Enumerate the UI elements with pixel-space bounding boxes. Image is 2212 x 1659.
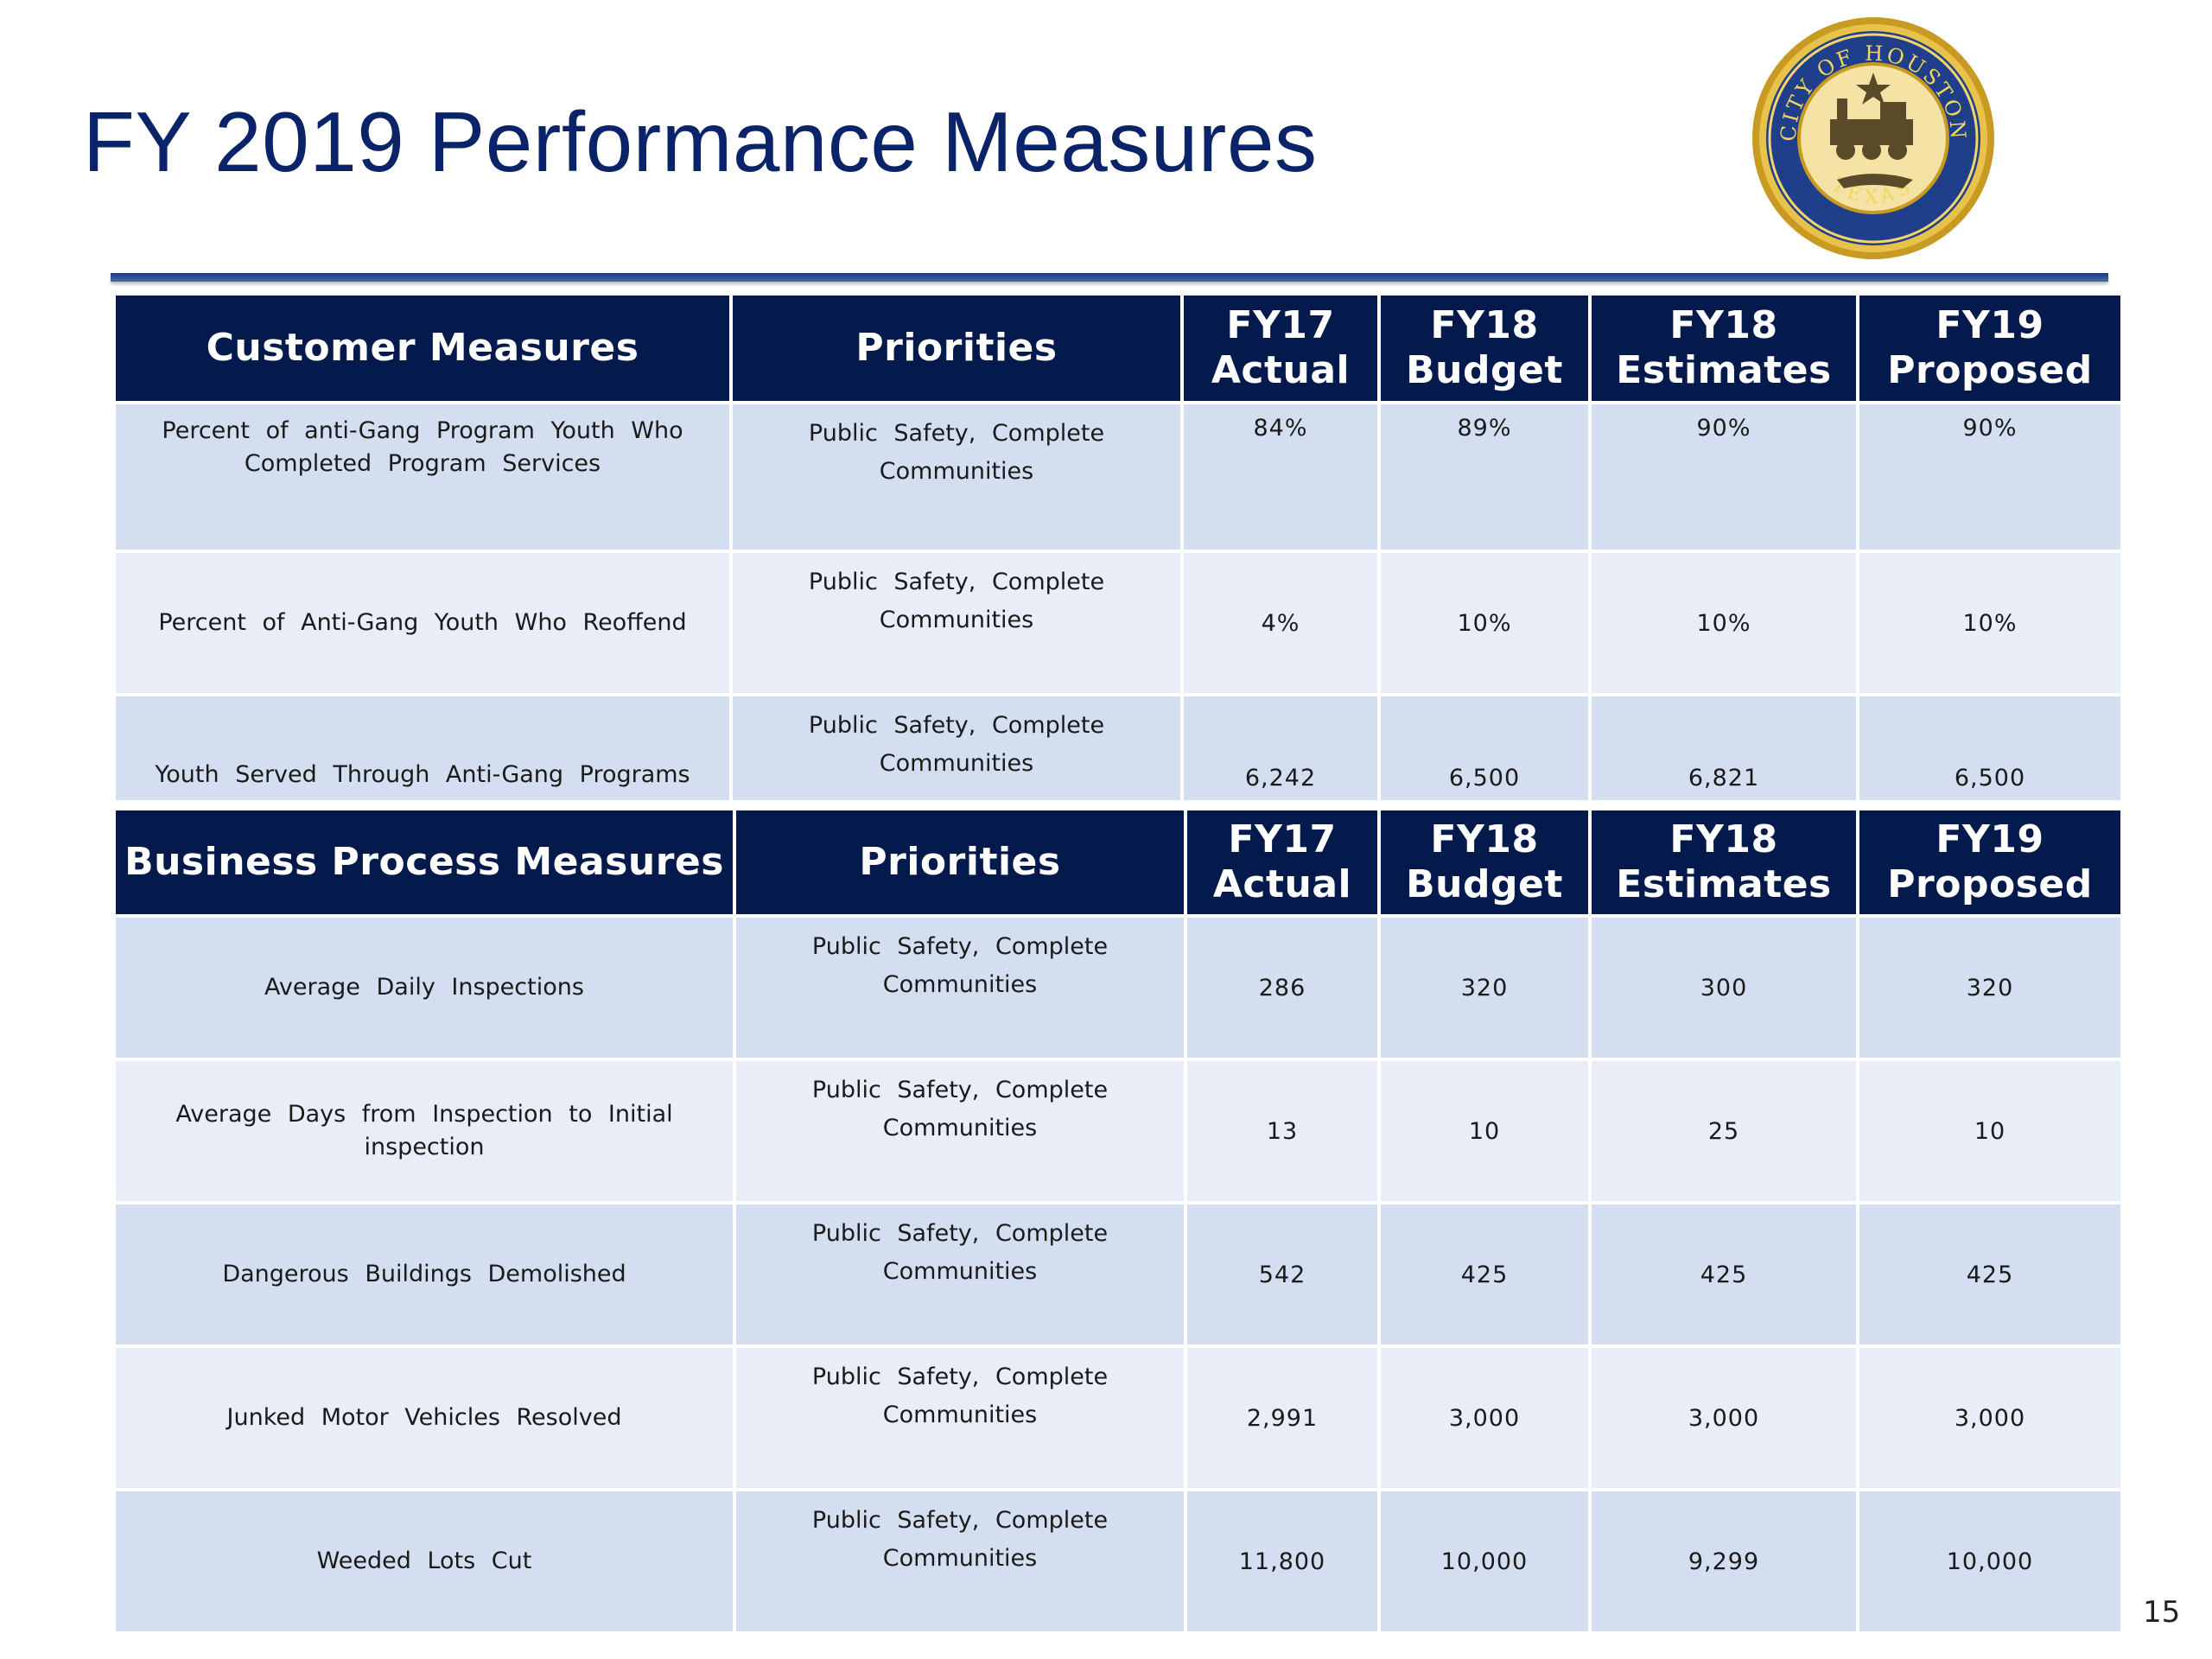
fy17-actual-cell: 13	[1184, 1058, 1381, 1205]
priorities-cell: Public Safety, Complete Communities	[733, 1201, 1187, 1348]
fy19-proposed-cell: 3,000	[1856, 1344, 2124, 1491]
fy18-estimates-cell: 9,299	[1588, 1488, 1859, 1635]
fy18-estimates-cell: 425	[1588, 1201, 1859, 1348]
column-header-fy18-budget: FY18 Budget	[1377, 292, 1592, 404]
measure-cell: Weeded Lots Cut	[112, 1488, 736, 1635]
fy18-estimates-cell: 10%	[1588, 550, 1859, 696]
fy18-budget-cell: 425	[1377, 1201, 1592, 1348]
column-header-fy18-budget: FY18 Budget	[1377, 807, 1592, 918]
fy18-estimates-cell: 25	[1588, 1058, 1859, 1205]
priorities-cell: Public Safety, Complete Communities	[729, 693, 1184, 804]
column-header-fy19-proposed: FY19 Proposed	[1856, 807, 2124, 918]
priorities-cell: Public Safety, Complete Communities	[733, 914, 1187, 1061]
measure-cell: Percent of Anti-Gang Youth Who Reoffend	[112, 550, 733, 696]
fy19-proposed-cell: 90%	[1856, 401, 2124, 553]
fy17-actual-cell: 84%	[1180, 401, 1381, 553]
fy18-budget-cell: 89%	[1377, 401, 1592, 553]
fy19-proposed-cell: 320	[1856, 914, 2124, 1061]
fy17-actual-cell: 286	[1184, 914, 1381, 1061]
fy19-proposed-cell: 10,000	[1856, 1488, 2124, 1635]
fy18-budget-cell: 320	[1377, 914, 1592, 1061]
column-header-fy17-actual: FY17 Actual	[1180, 292, 1381, 404]
fy18-estimates-cell: 90%	[1588, 401, 1859, 553]
fy19-proposed-cell: 6,500	[1856, 693, 2124, 804]
city-of-houston-seal-logo: CITY OF HOUSTON TEXAS	[1752, 17, 1994, 259]
fy18-budget-cell: 10%	[1377, 550, 1592, 696]
measure-cell: Dangerous Buildings Demolished	[112, 1201, 736, 1348]
table-row: Percent of anti-Gang Program Youth Who Co…	[112, 401, 2124, 553]
measure-cell: Youth Served Through Anti-Gang Programs	[112, 693, 733, 804]
priorities-cell: Public Safety, Complete Communities	[733, 1344, 1187, 1491]
fy18-estimates-cell: 300	[1588, 914, 1859, 1061]
column-header-fy17-actual: FY17 Actual	[1184, 807, 1381, 918]
table-row: Youth Served Through Anti-Gang Programs …	[112, 693, 2124, 804]
priorities-cell: Public Safety, Complete Communities	[729, 550, 1184, 696]
fy18-budget-cell: 10,000	[1377, 1488, 1592, 1635]
table-row: Average Days from Inspection to Initial i…	[112, 1058, 2124, 1205]
table-row: Percent of Anti-Gang Youth Who Reoffend …	[112, 550, 2124, 696]
column-header-fy18-estimates: FY18 Estimates	[1588, 292, 1859, 404]
fy18-budget-cell: 10	[1377, 1058, 1592, 1205]
column-header-fy19-proposed: FY19 Proposed	[1856, 292, 2124, 404]
slide-title: FY 2019 Performance Measures	[83, 94, 1318, 189]
table-row: Average Daily Inspections Public Safety,…	[112, 914, 2124, 1061]
fy17-actual-cell: 11,800	[1184, 1488, 1381, 1635]
table-header-row: Business Process Measures Priorities FY1…	[112, 807, 2124, 918]
fy18-estimates-cell: 6,821	[1588, 693, 1859, 804]
business-process-measures-table: Business Process Measures Priorities FY1…	[112, 807, 2124, 1635]
fy19-proposed-cell: 425	[1856, 1201, 2124, 1348]
column-header-measure: Customer Measures	[112, 292, 733, 404]
fy18-budget-cell: 3,000	[1377, 1344, 1592, 1491]
fy18-budget-cell: 6,500	[1377, 693, 1592, 804]
table-row: Junked Motor Vehicles Resolved Public Sa…	[112, 1344, 2124, 1491]
page-number: 15	[2143, 1595, 2181, 1630]
customer-measures-table: Customer Measures Priorities FY17 Actual …	[112, 292, 2124, 804]
column-header-priorities: Priorities	[729, 292, 1184, 404]
table-row: Dangerous Buildings Demolished Public Sa…	[112, 1201, 2124, 1348]
fy17-actual-cell: 2,991	[1184, 1344, 1381, 1491]
priorities-cell: Public Safety, Complete Communities	[729, 401, 1184, 553]
measure-cell: Junked Motor Vehicles Resolved	[112, 1344, 736, 1491]
column-header-measure: Business Process Measures	[112, 807, 736, 918]
priorities-cell: Public Safety, Complete Communities	[733, 1488, 1187, 1635]
column-header-priorities: Priorities	[733, 807, 1187, 918]
table-row: Weeded Lots Cut Public Safety, Complete C…	[112, 1488, 2124, 1635]
fy18-estimates-cell: 3,000	[1588, 1344, 1859, 1491]
fy19-proposed-cell: 10	[1856, 1058, 2124, 1205]
measure-cell: Average Daily Inspections	[112, 914, 736, 1061]
table-header-row: Customer Measures Priorities FY17 Actual …	[112, 292, 2124, 404]
measure-cell: Average Days from Inspection to Initial i…	[112, 1058, 736, 1205]
fy17-actual-cell: 4%	[1180, 550, 1381, 696]
fy17-actual-cell: 542	[1184, 1201, 1381, 1348]
priorities-cell: Public Safety, Complete Communities	[733, 1058, 1187, 1205]
fy19-proposed-cell: 10%	[1856, 550, 2124, 696]
fy17-actual-cell: 6,242	[1180, 693, 1381, 804]
column-header-fy18-estimates: FY18 Estimates	[1588, 807, 1859, 918]
measure-cell: Percent of anti-Gang Program Youth Who Co…	[112, 401, 733, 553]
header-divider-rule	[111, 273, 2108, 282]
